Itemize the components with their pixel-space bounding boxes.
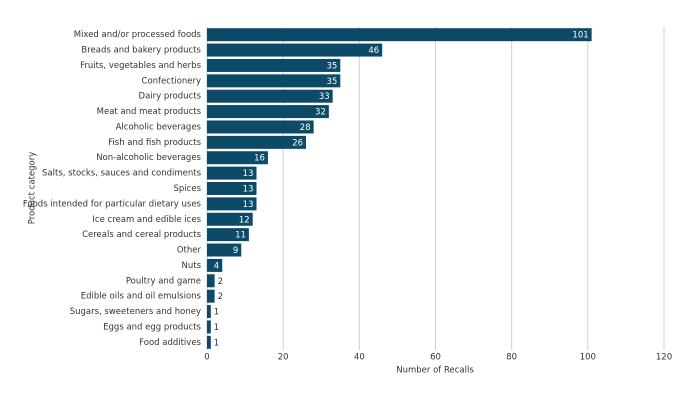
bar [207, 197, 257, 211]
bar [207, 120, 314, 134]
y-tick-label: Mixed and/or processed foods [74, 30, 202, 40]
y-tick-label: Fish and fish products [108, 138, 201, 148]
y-tick-label: Non-alcoholic beverages [96, 153, 201, 163]
x-tick-label: 120 [656, 353, 672, 363]
bar [207, 105, 329, 119]
y-tick-label: Fruits, vegetables and herbs [80, 61, 201, 71]
bar [207, 74, 341, 88]
y-tick-label: Sugars, sweeteners and honey [70, 307, 201, 317]
data-label: 16 [254, 154, 265, 164]
y-tick-label: Salts, stocks, sauces and condiments [42, 169, 202, 179]
y-tick-label: Confectionery [142, 76, 201, 86]
data-label: 1 [214, 323, 219, 333]
y-tick-label: Nuts [181, 261, 201, 271]
y-tick-label: Eggs and egg products [103, 322, 201, 332]
y-tick-label: Other [177, 246, 202, 256]
data-label: 46 [368, 46, 379, 56]
x-tick-label: 20 [278, 353, 289, 363]
data-label: 2 [218, 277, 223, 287]
bar [207, 289, 215, 303]
x-axis-label: Number of Recalls [396, 366, 474, 376]
bar [207, 28, 592, 42]
data-label: 2 [218, 292, 223, 302]
x-tick-label: 100 [580, 353, 596, 363]
data-label: 28 [300, 123, 311, 133]
y-axis-label: Product category [28, 152, 38, 225]
data-label: 9 [233, 246, 238, 256]
data-label: 13 [243, 169, 254, 179]
data-label: 13 [243, 200, 254, 210]
bar [207, 320, 211, 334]
y-tick-label: Poultry and game [126, 276, 201, 286]
bar [207, 274, 215, 288]
data-label: 12 [239, 215, 250, 225]
bar [207, 243, 242, 257]
bar [207, 182, 257, 195]
bar [207, 305, 211, 319]
bar [207, 228, 249, 242]
y-tick-label: Meat and meat products [97, 107, 202, 117]
bar [207, 335, 211, 349]
data-label: 1 [214, 338, 219, 348]
y-tick-label: Dairy products [139, 92, 202, 102]
x-tick-label: 60 [430, 353, 441, 363]
bar [207, 166, 257, 180]
bar [207, 89, 333, 103]
x-tick-label: 40 [354, 353, 365, 363]
data-label: 1 [214, 308, 219, 318]
x-tick-label: 80 [506, 353, 517, 363]
data-label: 32 [315, 108, 326, 118]
bar [207, 258, 223, 272]
bar [207, 135, 307, 149]
bar [207, 43, 383, 57]
y-tick-label: Spices [174, 184, 202, 194]
y-tick-label: Cereals and cereal products [82, 230, 202, 240]
y-tick-label: Breads and bakery products [81, 46, 201, 56]
y-tick-label: Ice cream and edible ices [92, 215, 201, 225]
data-label: 33 [319, 92, 330, 102]
data-label: 26 [292, 138, 303, 148]
y-tick-label: Foods intended for particular dietary us… [23, 199, 202, 209]
bar [207, 151, 268, 165]
data-label: 35 [326, 61, 337, 71]
data-label: 35 [326, 77, 337, 87]
y-tick-label: Food additives [139, 338, 201, 348]
data-label: 11 [235, 231, 246, 241]
y-tick-label: Edible oils and oil emulsions [81, 292, 202, 302]
data-label: 13 [243, 185, 254, 195]
bar [207, 212, 253, 226]
data-label: 101 [572, 31, 588, 41]
data-label: 4 [214, 261, 219, 271]
y-tick-label: Alcoholic beverages [116, 122, 202, 132]
bar [207, 58, 341, 72]
x-tick-label: 0 [204, 353, 209, 363]
